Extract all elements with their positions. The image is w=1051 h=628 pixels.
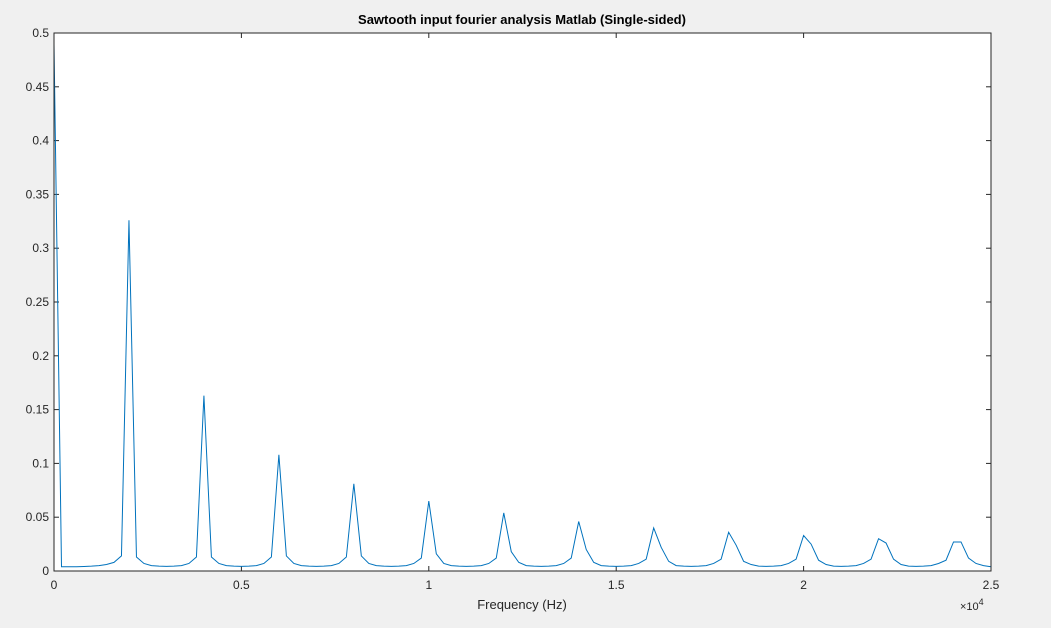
y-axis-ticks: 0 0.05 0.1 0.15 0.2 0.25 0.3 0.35 0.4 0.45 0.5 [26,26,991,578]
y-tick-label: 0.45 [26,80,50,94]
axes-background [54,33,991,571]
x-tick-label: 0 [51,578,58,592]
x-tick-label: 2 [800,578,807,592]
x-exponent-power: 4 [979,597,984,607]
y-tick-label: 0.25 [26,295,50,309]
y-tick-label: 0.05 [26,510,50,524]
y-tick-label: 0.1 [32,456,49,470]
y-tick-label: 0.3 [32,241,49,255]
y-tick-label: 0.15 [26,403,50,417]
x-tick-label: 0.5 [233,578,250,592]
chart-title: Sawtooth input fourier analysis Matlab (… [358,12,686,27]
y-tick-label: 0 [42,564,49,578]
y-tick-label: 0.4 [32,134,49,148]
x-exponent-base: ×10 [960,601,979,613]
axes-box [53,32,992,572]
series-line [53,43,992,568]
x-tick-label: 1 [425,578,432,592]
x-axis-label: Frequency (Hz) [477,597,567,612]
x-tick-label: 2.5 [983,578,1000,592]
y-tick-label: 0.2 [32,349,49,363]
x-tick-label: 1.5 [608,578,625,592]
y-tick-label: 0.5 [32,26,49,40]
x-axis-ticks: 0 0.5 1 1.5 2 2.5 [51,33,1000,592]
x-axis-exponent: ×104 [960,597,984,613]
y-tick-label: 0.35 [26,187,50,201]
